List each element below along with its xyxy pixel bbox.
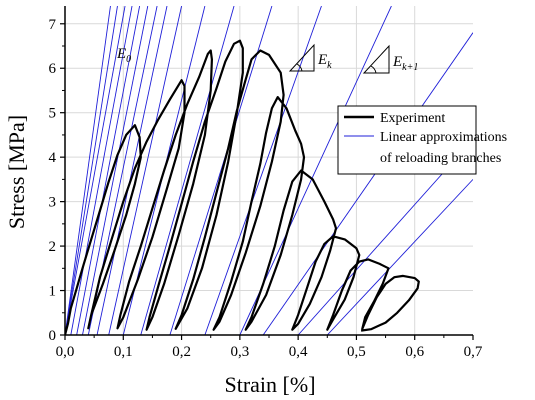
linear-approximation-line xyxy=(65,6,126,335)
linear-approximation-line xyxy=(82,6,149,335)
x-tick-label: 0,1 xyxy=(114,344,133,360)
y-tick-label: 0 xyxy=(49,328,57,344)
legend-label-linear-line2: of reloading branches xyxy=(380,151,501,166)
slope-angle-arc-ek1 xyxy=(370,65,377,74)
y-tick-label: 7 xyxy=(49,17,57,33)
y-tick-label: 3 xyxy=(49,195,57,211)
x-tick-label: 0,0 xyxy=(56,344,75,360)
linear-approximation-line xyxy=(262,32,473,335)
x-tick-label: 0,3 xyxy=(230,344,249,360)
legend-label-experiment: Experiment xyxy=(380,111,445,126)
linear-approximation-line xyxy=(65,6,111,335)
linear-approximation-line xyxy=(65,6,118,335)
annotations: E0 Ek Ek+1 xyxy=(116,43,418,74)
x-tick-label: 0,5 xyxy=(347,344,366,360)
linear-approximation-line xyxy=(169,6,273,335)
x-tick-label: 0,7 xyxy=(464,344,483,360)
y-tick-label: 1 xyxy=(49,284,57,300)
y-tick-label: 5 xyxy=(49,106,57,122)
x-axis-title: Strain [%] xyxy=(224,372,315,397)
plot-area: 0,0 0,1 0,2 0,3 0,4 0,5 0,6 0,7 0 1 2 3 4 5 6 7 xyxy=(49,6,483,360)
x-tick-label: 0,2 xyxy=(172,344,191,360)
y-tick-label: 4 xyxy=(49,150,57,166)
linear-approximation-line xyxy=(326,179,473,335)
linear-approximation-line xyxy=(70,6,133,335)
y-tick-label: 6 xyxy=(49,61,57,77)
annotation-ek1: Ek+1 xyxy=(392,54,418,73)
linear-approximation-line xyxy=(204,6,322,335)
slope-angle-arc-ek xyxy=(296,63,303,72)
linear-approximation-line xyxy=(96,6,168,335)
linear-approximation-line xyxy=(76,6,141,335)
x-tick-label: 0,6 xyxy=(405,344,424,360)
slope-triangle-ek xyxy=(288,43,315,72)
slope-triangle-ek1 xyxy=(362,44,390,74)
legend-label-linear: Linear approximations xyxy=(380,130,507,145)
linear-approximation-line xyxy=(140,6,235,335)
annotation-ek: Ek xyxy=(317,52,332,71)
legend: Experiment Linear approximations of relo… xyxy=(337,105,507,175)
y-tick-label: 2 xyxy=(49,239,57,255)
x-tick-label: 0,4 xyxy=(289,344,308,360)
annotation-e0: E0 xyxy=(116,46,131,65)
y-axis-title: Stress [MPa] xyxy=(4,115,29,229)
experiment-curve xyxy=(65,39,420,335)
linear-approximation-line xyxy=(108,6,183,335)
